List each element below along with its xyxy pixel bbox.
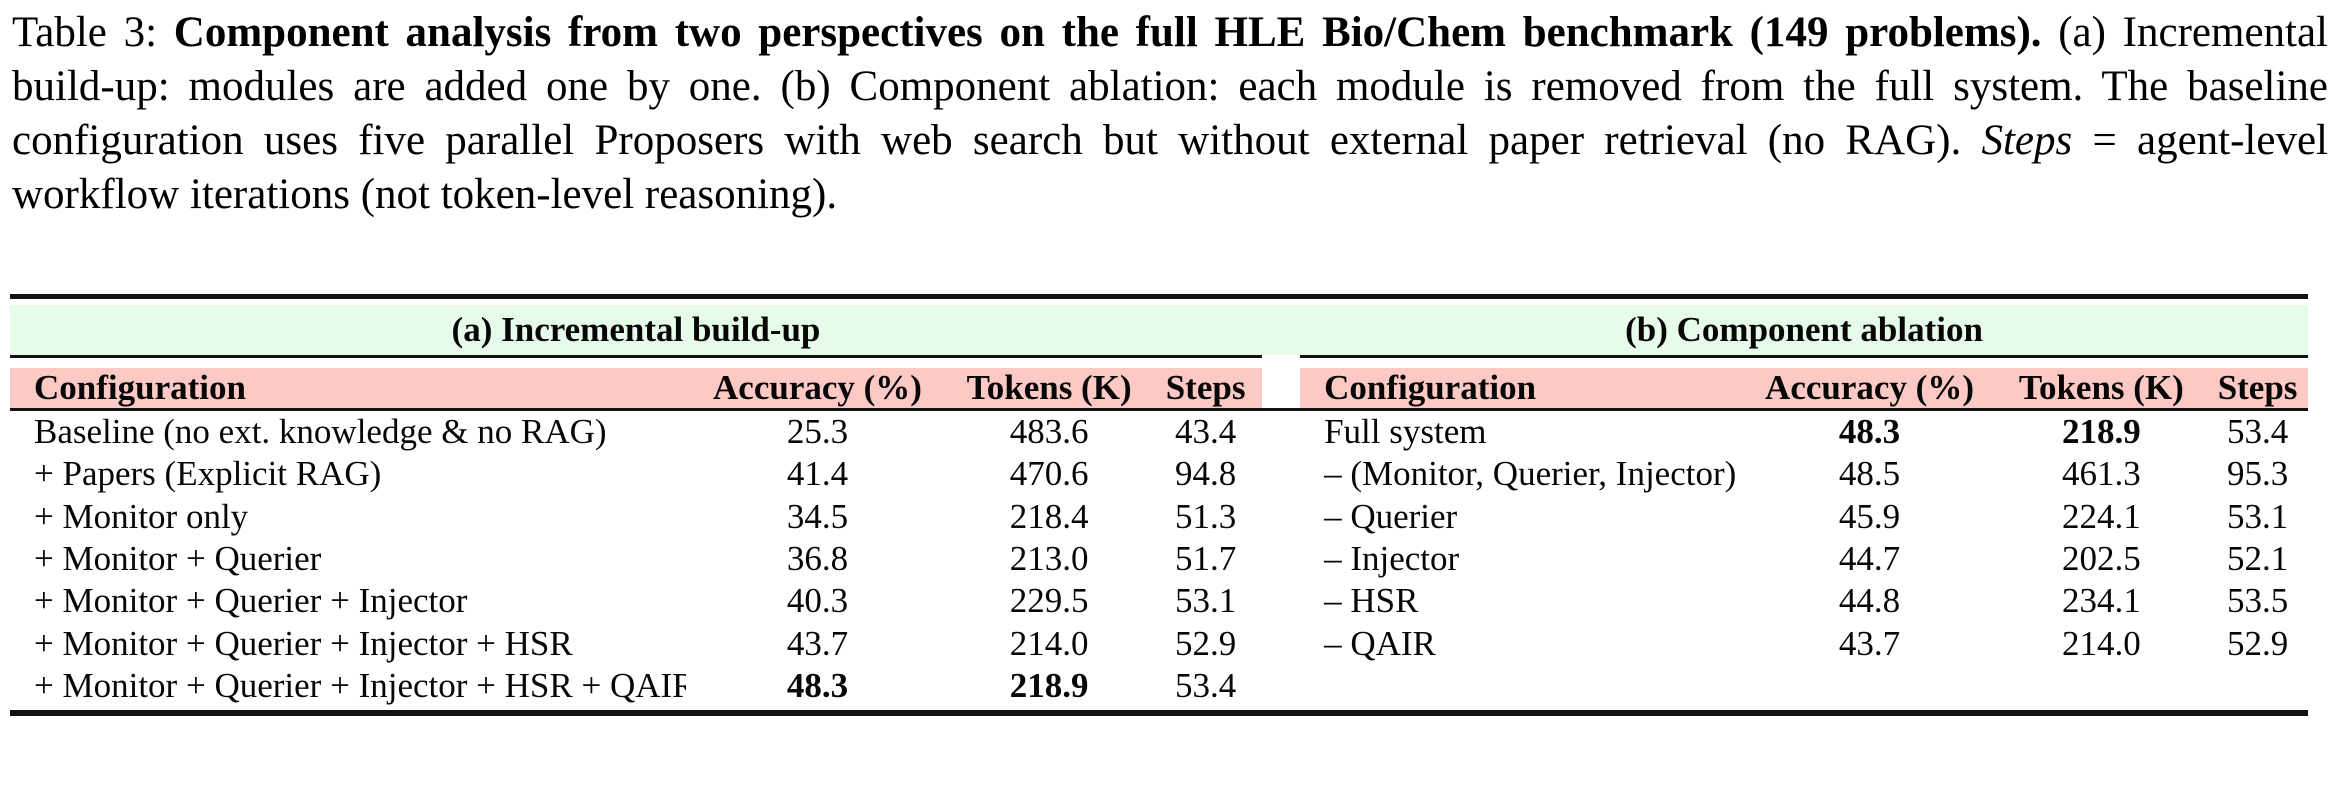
cell-config: + Monitor + Querier + Injector bbox=[34, 581, 468, 621]
col-header-tokens: Tokens (K) bbox=[1995, 368, 2208, 411]
cell-accuracy: 43.7 bbox=[786, 623, 849, 663]
col-header-steps: Steps bbox=[1149, 368, 1262, 411]
component-analysis-table: (a) Incremental build-up (b) Component a… bbox=[10, 294, 2308, 717]
subtables-row: Configuration Accuracy (%) Tokens (K) St… bbox=[10, 368, 2308, 707]
incremental-buildup-table: Configuration Accuracy (%) Tokens (K) St… bbox=[10, 368, 1262, 707]
caption-tail: = agent-level workflow iterations (not t… bbox=[12, 117, 2328, 218]
col-header-configuration: Configuration bbox=[10, 368, 687, 411]
cell-steps: 53.4 bbox=[1174, 665, 1237, 705]
thin-rule-row bbox=[10, 355, 2308, 358]
cell-tokens: 202.5 bbox=[2061, 539, 2141, 579]
cell-tokens: 461.3 bbox=[2061, 454, 2141, 494]
table-row: – QAIR 43.7 214.0 52.9 bbox=[1300, 622, 2308, 664]
col-header-configuration: Configuration bbox=[1300, 368, 1744, 411]
panel-b-title: (b) Component ablation bbox=[1625, 310, 1983, 349]
cell-accuracy: 41.4 bbox=[786, 454, 849, 494]
thin-rule-left bbox=[10, 355, 1262, 358]
cell-tokens: 213.0 bbox=[1009, 539, 1089, 579]
cell-steps: 52.1 bbox=[2226, 539, 2289, 579]
header-rule-gap-patch bbox=[1261, 408, 1301, 411]
caption-body: (a) Incremental build-up: modules are ad… bbox=[12, 9, 2329, 164]
cell-accuracy: 36.8 bbox=[786, 539, 849, 579]
cell-accuracy: 44.7 bbox=[1838, 539, 1901, 579]
component-ablation-table: Configuration Accuracy (%) Tokens (K) St… bbox=[1300, 368, 2308, 665]
col-header-tokens: Tokens (K) bbox=[948, 368, 1150, 411]
table-row: + Monitor only 34.5 218.4 51.3 bbox=[10, 496, 1262, 538]
cell-steps: 53.5 bbox=[2226, 581, 2289, 621]
col-header-accuracy: Accuracy (%) bbox=[1743, 368, 1996, 411]
cell-steps: 52.9 bbox=[2226, 623, 2289, 663]
table-row: – Querier 45.9 224.1 53.1 bbox=[1300, 496, 2308, 538]
panel-a-title-cell: (a) Incremental build-up bbox=[10, 305, 1262, 355]
cell-tokens: 214.0 bbox=[2061, 623, 2141, 663]
col-header-steps: Steps bbox=[2207, 368, 2308, 411]
cell-tokens: 229.5 bbox=[1009, 581, 1089, 621]
cell-accuracy: 25.3 bbox=[786, 412, 849, 452]
cell-config: + Monitor + Querier + Injector + HSR bbox=[34, 623, 573, 663]
table-row: + Monitor + Querier + Injector + HSR 43.… bbox=[10, 622, 1262, 664]
table-row: – (Monitor, Querier, Injector) 48.5 461.… bbox=[1300, 453, 2308, 495]
cell-tokens: 224.1 bbox=[2061, 496, 2141, 536]
cell-config: – Injector bbox=[1324, 539, 1460, 579]
cell-accuracy-best: 48.3 bbox=[786, 665, 849, 705]
cell-steps: 51.3 bbox=[1174, 496, 1237, 536]
panel-b-title-cell: (b) Component ablation bbox=[1300, 305, 2308, 355]
caption-bold-title: Component analysis from two perspectives… bbox=[173, 9, 2042, 56]
table-row: Baseline (no ext. knowledge & no RAG) 25… bbox=[10, 410, 1262, 454]
thin-rule-right bbox=[1300, 355, 2308, 358]
cell-tokens-best: 218.9 bbox=[1009, 665, 1089, 705]
cell-tokens: 483.6 bbox=[1009, 412, 1089, 452]
cell-config: – HSR bbox=[1324, 581, 1419, 621]
cell-config: Baseline (no ext. knowledge & no RAG) bbox=[34, 412, 607, 452]
table-row: Full system 48.3 218.9 53.4 bbox=[1300, 410, 2308, 454]
cell-tokens: 214.0 bbox=[1009, 623, 1089, 663]
cell-accuracy: 45.9 bbox=[1838, 496, 1901, 536]
cell-steps: 94.8 bbox=[1174, 454, 1237, 494]
cell-accuracy: 48.5 bbox=[1838, 454, 1901, 494]
panel-band-gap bbox=[1261, 305, 1301, 355]
caption-steps-term: Steps bbox=[1981, 117, 2073, 164]
cell-tokens: 234.1 bbox=[2061, 581, 2141, 621]
cell-steps: 52.9 bbox=[1174, 623, 1237, 663]
panel-a-title: (a) Incremental build-up bbox=[451, 310, 821, 349]
header-row: Configuration Accuracy (%) Tokens (K) St… bbox=[10, 368, 1262, 411]
cell-steps: 51.7 bbox=[1174, 539, 1237, 579]
cell-tokens-best: 218.9 bbox=[2061, 412, 2141, 452]
thin-rule-gap bbox=[1262, 355, 1300, 358]
caption-label: Table 3: bbox=[12, 9, 174, 56]
col-header-accuracy: Accuracy (%) bbox=[686, 368, 949, 411]
paper-page: Table 3: Component analysis from two per… bbox=[0, 6, 2336, 793]
cell-config: – (Monitor, Querier, Injector) bbox=[1324, 454, 1737, 494]
table-caption: Table 3: Component analysis from two per… bbox=[12, 6, 2328, 222]
cell-accuracy: 40.3 bbox=[786, 581, 849, 621]
top-rule bbox=[10, 294, 2308, 299]
cell-steps: 53.1 bbox=[1174, 581, 1237, 621]
cell-steps: 53.4 bbox=[2226, 412, 2289, 452]
table-row: + Monitor + Querier 36.8 213.0 51.7 bbox=[10, 538, 1262, 580]
table-row: – HSR 44.8 234.1 53.5 bbox=[1300, 580, 2308, 622]
cell-accuracy: 34.5 bbox=[786, 496, 849, 536]
cell-accuracy: 43.7 bbox=[1838, 623, 1901, 663]
cell-steps: 43.4 bbox=[1174, 412, 1237, 452]
cell-steps: 95.3 bbox=[2226, 454, 2289, 494]
cell-config: – QAIR bbox=[1324, 623, 1436, 663]
cell-config: + Monitor + Querier + Injector + HSR + Q… bbox=[34, 665, 687, 705]
cell-config: + Monitor + Querier bbox=[34, 539, 322, 579]
cell-tokens: 470.6 bbox=[1009, 454, 1089, 494]
cell-tokens: 218.4 bbox=[1009, 496, 1089, 536]
header-row: Configuration Accuracy (%) Tokens (K) St… bbox=[1300, 368, 2308, 411]
cell-steps: 53.1 bbox=[2226, 496, 2289, 536]
table-row: + Monitor + Querier + Injector 40.3 229.… bbox=[10, 580, 1262, 622]
cell-accuracy: 44.8 bbox=[1838, 581, 1901, 621]
cell-config: + Monitor only bbox=[34, 496, 249, 536]
cell-config: Full system bbox=[1324, 412, 1487, 452]
table-row: + Papers (Explicit RAG) 41.4 470.6 94.8 bbox=[10, 453, 1262, 495]
bottom-rule bbox=[10, 710, 2308, 717]
panel-title-band: (a) Incremental build-up (b) Component a… bbox=[10, 305, 2308, 355]
table-row: + Monitor + Querier + Injector + HSR + Q… bbox=[10, 665, 1262, 707]
cell-config: + Papers (Explicit RAG) bbox=[34, 454, 382, 494]
cell-config: – Querier bbox=[1324, 496, 1458, 536]
cell-accuracy-best: 48.3 bbox=[1838, 412, 1901, 452]
table-row: – Injector 44.7 202.5 52.1 bbox=[1300, 538, 2308, 580]
